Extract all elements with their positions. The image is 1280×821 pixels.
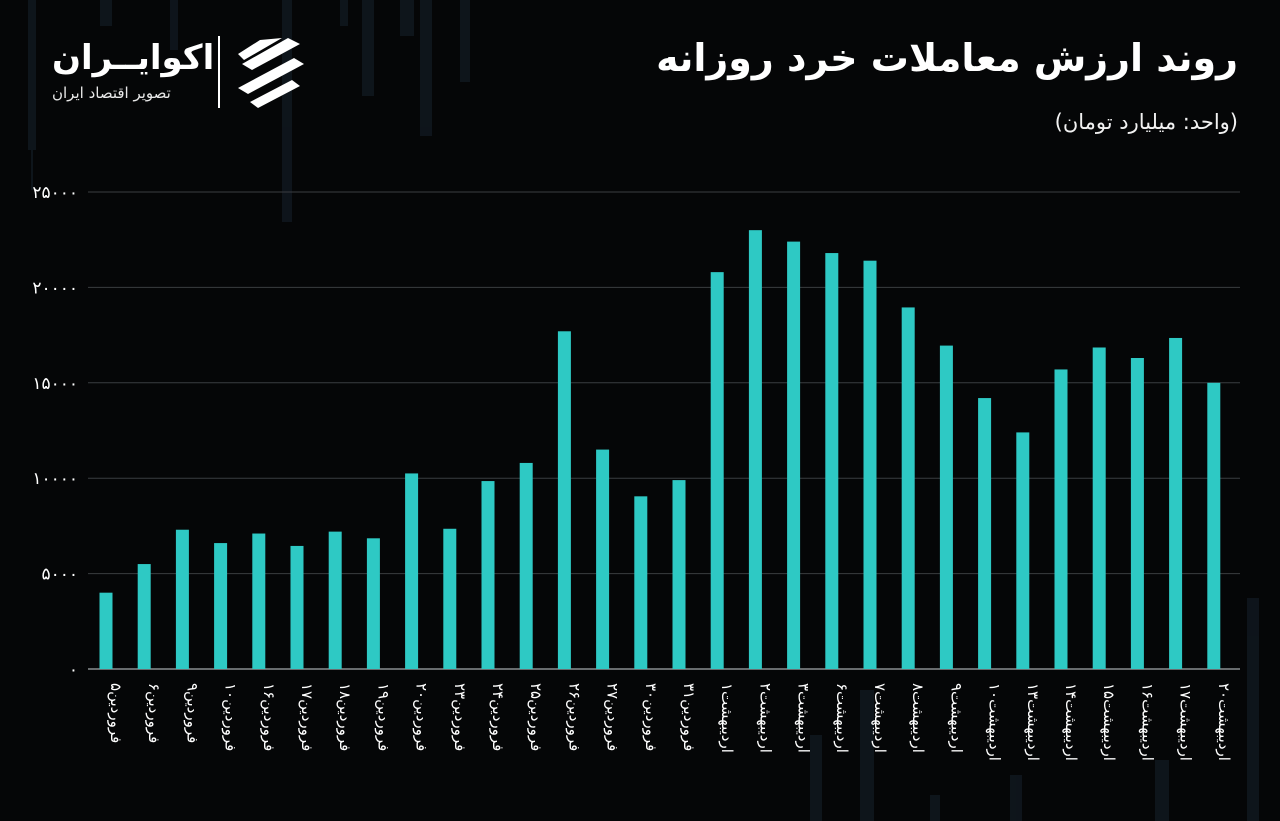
bar	[519, 462, 533, 669]
bar	[481, 481, 495, 669]
bar	[99, 592, 113, 669]
bar	[787, 241, 801, 669]
x-tick-label: فروردین۶	[145, 683, 163, 743]
x-tick-label: اردیبهشت۱۶	[1138, 683, 1156, 761]
x-tick-label: اردیبهشت۸	[909, 683, 927, 753]
chart-title: روند ارزش معاملات خرد روزانه	[656, 36, 1238, 80]
x-tick-label: فروردین۳۱	[680, 683, 698, 751]
chart-unit-label: (واحد: میلیارد تومان)	[1054, 110, 1238, 134]
bar	[596, 449, 610, 669]
x-tick-label: اردیبهشت۱	[718, 683, 736, 753]
x-tick-label: اردیبهشت۲	[756, 683, 774, 753]
x-axis-ticks: فروردین۵ فروردین۶ فروردین۹ فروردین۱۰ فروردین…	[107, 683, 1233, 761]
x-tick-label: اردیبهشت۱۵	[1100, 683, 1118, 761]
x-tick-label: فروردین۲۳	[451, 683, 469, 751]
bar	[672, 480, 686, 669]
logo-separator	[218, 36, 220, 108]
x-tick-label: اردیبهشت۷	[871, 683, 889, 753]
bar-series	[99, 230, 1221, 669]
bar	[1169, 337, 1183, 669]
x-tick-label: اردیبهشت۱۳	[1024, 683, 1042, 761]
bar	[1130, 357, 1144, 669]
y-tick-label: ۱۰۰۰۰	[32, 469, 78, 489]
x-tick-label: اردیبهشت۳	[795, 683, 813, 753]
bar	[863, 260, 877, 669]
x-tick-label: اردیبهشت۱۰	[986, 683, 1004, 761]
brand-tagline: تصویر اقتصاد ایران	[52, 84, 171, 102]
x-tick-label: فروردین۱۸	[336, 683, 354, 751]
y-tick-label: ۲۰۰۰۰	[32, 278, 78, 298]
bar	[557, 331, 571, 669]
brand-name: اکوایــران	[52, 38, 215, 78]
bar	[443, 528, 457, 669]
bar	[1207, 382, 1221, 669]
x-tick-label: فروردین۱۰	[222, 683, 240, 751]
y-tick-label: ۵۰۰۰	[41, 565, 78, 585]
x-tick-label: فروردین۱۶	[260, 683, 278, 751]
x-tick-label: فروردین۹	[183, 683, 201, 743]
x-tick-label: فروردین۲۰	[413, 683, 431, 751]
x-tick-label: فروردین۵	[107, 683, 125, 743]
bar	[748, 230, 762, 669]
bar	[328, 531, 342, 669]
y-tick-label: ۰	[69, 660, 78, 680]
x-tick-label: اردیبهشت۲۰	[1215, 683, 1233, 761]
bar	[1092, 347, 1106, 669]
x-tick-label: فروردین۱۷	[298, 683, 316, 751]
grid-lines	[88, 191, 1240, 670]
x-tick-label: فروردین۲۴	[489, 683, 507, 751]
bar	[939, 345, 953, 669]
x-tick-label: اردیبهشت۶	[833, 683, 851, 753]
bar	[175, 529, 189, 669]
bar	[137, 564, 151, 669]
ecoiran-logo-icon	[238, 38, 304, 108]
bar	[978, 398, 992, 669]
bar	[901, 307, 915, 669]
bar	[252, 533, 266, 669]
bar	[1054, 369, 1068, 669]
x-tick-label: فروردین۲۶	[565, 683, 583, 751]
bar	[825, 253, 839, 669]
x-tick-label: فروردین۳۰	[642, 683, 660, 751]
x-tick-label: فروردین۱۹	[374, 683, 392, 751]
x-tick-label: اردیبهشت۹	[947, 683, 965, 753]
bar	[710, 272, 724, 669]
bar	[405, 473, 419, 669]
bar	[634, 496, 648, 669]
x-tick-label: فروردین۲۷	[604, 683, 622, 751]
x-tick-label: اردیبهشت۱۷	[1177, 683, 1195, 761]
bar	[366, 538, 380, 669]
y-tick-label: ۲۵۰۰۰	[32, 183, 78, 203]
y-axis-ticks: ۰ ۵۰۰۰ ۱۰۰۰۰ ۱۵۰۰۰ ۲۰۰۰۰ ۲۵۰۰۰	[32, 183, 78, 680]
x-tick-label: اردیبهشت۱۴	[1062, 683, 1080, 761]
bar	[1016, 432, 1030, 669]
x-tick-label: فروردین۲۵	[527, 683, 545, 751]
bar	[214, 543, 228, 669]
bar	[290, 545, 304, 669]
y-tick-label: ۱۵۰۰۰	[32, 374, 78, 394]
